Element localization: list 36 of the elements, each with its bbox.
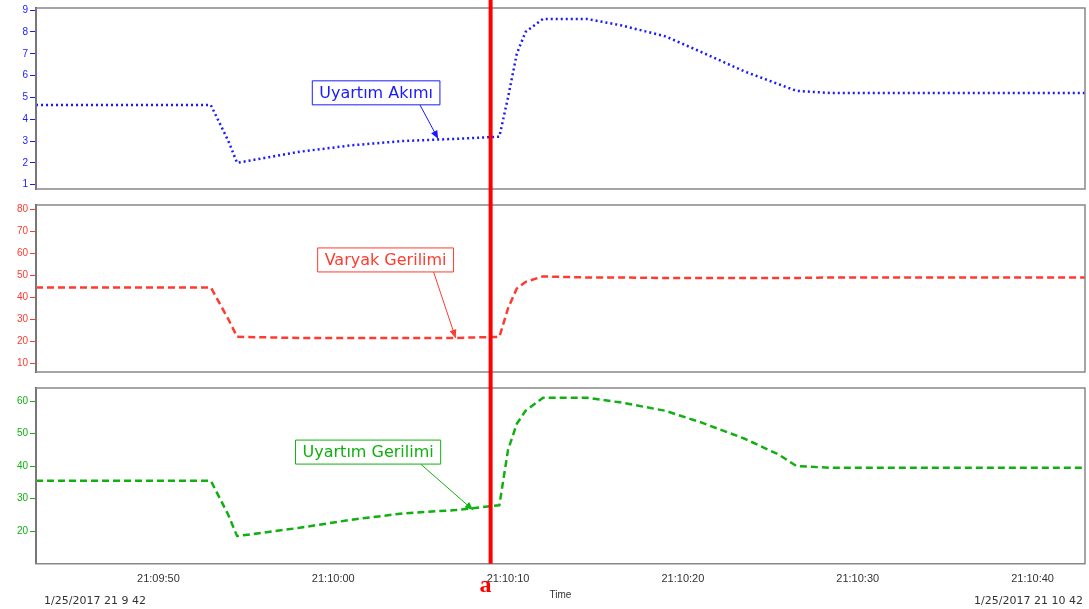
- y-tick-label: 4: [22, 112, 29, 124]
- y-tick-label: 20: [16, 524, 29, 536]
- line-series: [36, 17, 1085, 165]
- annotation: Uyartım Akımı: [319, 83, 433, 102]
- y-tick-label: 30: [16, 492, 29, 504]
- y-tick-label: 60: [16, 247, 29, 259]
- annotation: Varyak Gerilimi: [324, 250, 447, 270]
- y-tick-label: 80: [16, 203, 29, 215]
- y-tick-label: 50: [16, 269, 29, 281]
- line-series: [36, 396, 1085, 538]
- y-tick-label: 9: [22, 3, 29, 15]
- y-tick-label: 6: [22, 69, 29, 81]
- annotation: Uyartım Gerilimi: [302, 442, 434, 462]
- y-tick-label: 40: [16, 291, 29, 303]
- y-tick-label: 7: [22, 47, 29, 59]
- y-tick-label: 30: [16, 313, 29, 325]
- x-tick-label: 21:10:00: [311, 572, 355, 585]
- y-tick-label: 2: [22, 156, 29, 168]
- y-tick-label: 60: [16, 394, 29, 406]
- x-tick-label: 21:10:20: [661, 572, 705, 585]
- y-tick-label: 1: [22, 178, 29, 190]
- x-axis-title: Time: [549, 588, 572, 600]
- y-tick-label: 8: [22, 25, 29, 37]
- x-tick-label: 21:10:40: [1011, 572, 1054, 585]
- text: 1/25/2017 21 10 42: [974, 594, 1083, 608]
- y-tick-label: 20: [16, 334, 29, 346]
- y-tick-label: 3: [22, 134, 29, 146]
- line-series: [36, 275, 1085, 340]
- y-tick-label: 40: [16, 459, 29, 471]
- y-tick-label: 10: [16, 356, 29, 368]
- x-tick-label: 21:09:50: [137, 572, 180, 585]
- y-tick-label: 50: [16, 427, 29, 439]
- y-tick-label: 70: [16, 225, 29, 237]
- x-tick-label: 21:10:30: [836, 572, 880, 585]
- y-tick-label: 5: [22, 91, 29, 103]
- text: 1/25/2017 21 9 42: [44, 594, 146, 608]
